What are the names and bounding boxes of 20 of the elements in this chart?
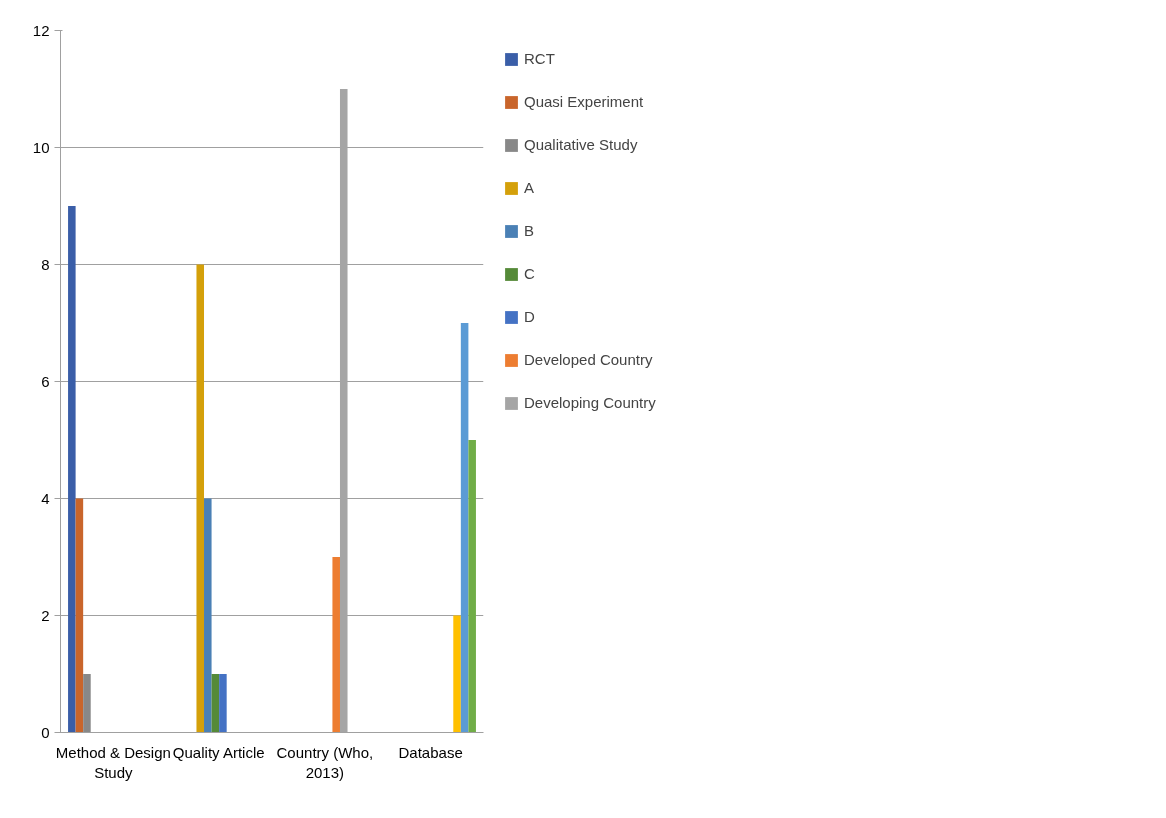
x-tick-label: Country (Who, 2013) <box>276 743 374 781</box>
legend-label: Qualitative Study <box>524 136 638 153</box>
y-tick-label: 2 <box>41 606 50 624</box>
legend-label: Developing Country <box>524 394 656 411</box>
x-tick-label: Method & Design Study <box>55 743 171 781</box>
x-tick-label: Database <box>398 743 463 761</box>
y-tick-label: 12 <box>32 21 50 39</box>
legend-label: RCT <box>524 50 555 67</box>
y-tick-label: 6 <box>41 372 50 390</box>
y-tick-label: 8 <box>41 255 50 273</box>
y-tick-label: 4 <box>41 489 50 507</box>
legend-label: Quasi Experiment <box>524 93 644 110</box>
legend-label: A <box>524 179 535 196</box>
y-tick-label: 10 <box>32 138 50 156</box>
legend-label: Developed Country <box>524 351 653 368</box>
x-tick-label: Quality Article <box>172 743 265 761</box>
legend-label: C <box>524 265 536 282</box>
legend-label: D <box>524 308 536 325</box>
y-tick-label: 0 <box>41 723 50 741</box>
legend-label: B <box>524 222 535 239</box>
